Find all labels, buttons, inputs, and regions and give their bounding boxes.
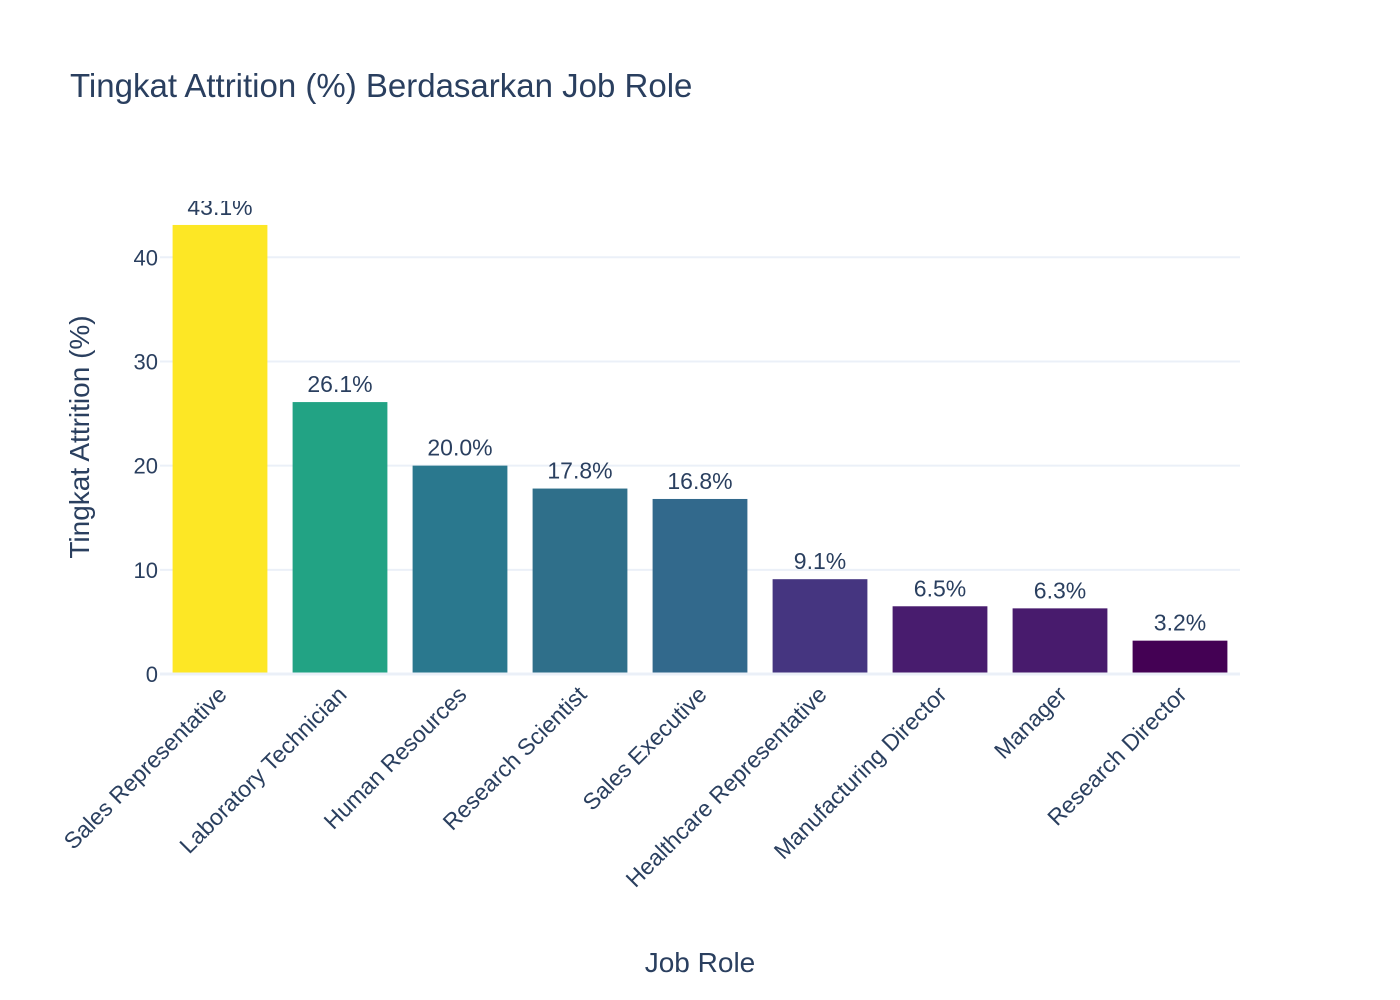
data-label: 16.8%: [667, 468, 732, 494]
bar: [292, 402, 388, 674]
bar: [892, 606, 988, 674]
x-tick-label: Healthcare Representative: [621, 681, 832, 892]
y-axis-ticks: 0 10 20 30 40: [134, 245, 158, 687]
data-label: 3.2%: [1154, 610, 1206, 636]
bar: [1012, 608, 1108, 674]
y-tick-label: 40: [134, 245, 158, 270]
bar: [172, 224, 268, 674]
x-axis-title: Job Role: [644, 947, 756, 978]
data-label: 6.3%: [1034, 577, 1086, 603]
x-tick-label: Manager: [989, 681, 1072, 764]
x-tick-label: Sales Executive: [577, 681, 711, 815]
y-tick-label: 0: [146, 662, 158, 687]
bar: [652, 498, 748, 674]
bar: [532, 488, 628, 674]
data-label: 26.1%: [307, 371, 372, 397]
y-axis-title: Tingkat Attrition (%): [64, 315, 95, 559]
data-label: 43.1%: [187, 194, 252, 220]
y-tick-label: 10: [134, 558, 158, 583]
bar: [1132, 640, 1228, 674]
chart-title: Tingkat Attrition (%) Berdasarkan Job Ro…: [70, 67, 693, 104]
y-tick-label: 30: [134, 349, 158, 374]
data-label: 17.8%: [547, 458, 612, 484]
data-labels: 43.1% 26.1% 20.0% 17.8% 16.8% 9.1% 6.5% 6.3% 3.2…: [187, 194, 1206, 636]
data-label: 9.1%: [794, 548, 846, 574]
bar: [412, 465, 508, 674]
data-label: 6.5%: [914, 575, 966, 601]
y-tick-label: 20: [134, 454, 158, 479]
data-label: 20.0%: [427, 435, 492, 461]
bars: [172, 224, 1228, 674]
bar: [772, 579, 868, 674]
